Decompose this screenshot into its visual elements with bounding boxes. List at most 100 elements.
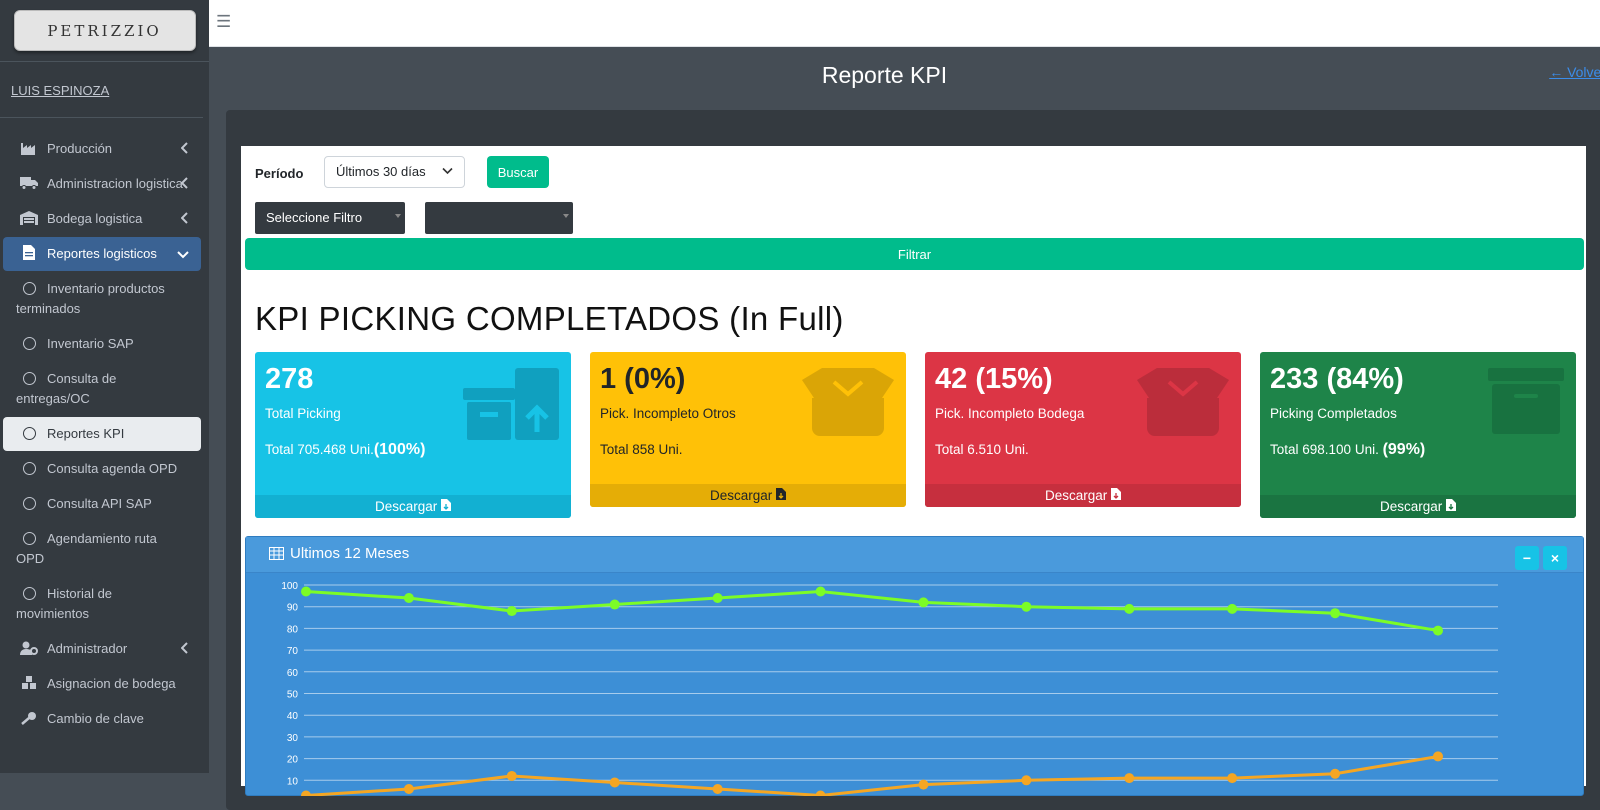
sidebar-item-consulta-entregas[interactable]: Consulta de entregas/OC (16, 371, 117, 406)
download-link[interactable]: Descargar (590, 484, 906, 507)
data-point (712, 783, 723, 794)
circle-icon (19, 459, 39, 479)
data-point (301, 586, 311, 597)
data-point (609, 777, 620, 788)
data-point (712, 593, 723, 604)
data-point (506, 770, 517, 781)
data-point (301, 790, 311, 796)
chart-title: Ultimos 12 Meses (290, 545, 410, 562)
data-point (1433, 751, 1443, 762)
filter-type-select[interactable]: Seleccione Filtro (255, 202, 405, 234)
table-icon (269, 545, 290, 562)
user-name-link[interactable]: LUIS ESPINOZA (11, 83, 110, 98)
caret-down-icon (395, 214, 401, 218)
file-download-icon (776, 488, 787, 503)
period-select[interactable]: Últimos 30 días (324, 156, 465, 188)
filter-button[interactable]: Filtrar (245, 238, 1584, 270)
key-icon (19, 709, 39, 729)
circle-icon (19, 279, 39, 299)
kpi-number: 278 (265, 363, 314, 395)
chevron-down-icon (177, 245, 189, 265)
y-tick-label: 20 (287, 755, 299, 766)
y-tick-label: 70 (287, 646, 299, 657)
data-point (1021, 775, 1032, 786)
data-point (1124, 773, 1135, 784)
archive-box-icon (1488, 368, 1564, 439)
box-upload-icon (463, 368, 559, 447)
collapse-button[interactable]: − (1515, 546, 1539, 570)
kpi-number: 42 (15%) (935, 363, 1053, 395)
download-link[interactable]: Descargar (255, 495, 571, 518)
data-point (1433, 625, 1443, 636)
sidebar-item-administracion-logistica[interactable]: Administracion logistica (3, 167, 201, 201)
search-button[interactable]: Buscar (487, 156, 549, 188)
back-link[interactable]: ← Volver (1549, 64, 1600, 80)
circle-icon (19, 529, 39, 549)
sidebar-item-agendamiento-ruta[interactable]: Agendamiento ruta OPD (16, 529, 157, 566)
sidebar-item-bodega-logistica[interactable]: Bodega logistica (3, 202, 201, 236)
user-cog-icon (19, 639, 39, 659)
sidebar-item-reportes-kpi[interactable]: Reportes KPI (3, 417, 201, 451)
sidebar-nav: Producción Administracion logistica Bode… (0, 118, 209, 736)
data-point (918, 779, 929, 790)
circle-icon (19, 424, 39, 444)
y-tick-label: 60 (287, 668, 299, 679)
chart-header: Ultimos 12 Meses (246, 537, 1583, 573)
sidebar-item-inventario-sap[interactable]: Inventario SAP (3, 327, 201, 361)
file-download-icon (441, 499, 452, 514)
cubes-icon (19, 674, 39, 694)
chevron-left-icon (180, 140, 189, 160)
line-chart: 10 20 30 40 50 60 70 80 90 100 (281, 581, 1498, 796)
download-link[interactable]: Descargar (925, 484, 1241, 507)
y-tick-label: 80 (287, 624, 299, 635)
kpi-number: 233 (84%) (1270, 363, 1404, 395)
kpi-number: 1 (0%) (600, 363, 686, 395)
content-header: Reporte KPI ← Volver (209, 47, 1600, 107)
sidebar-item-produccion[interactable]: Producción (3, 132, 201, 166)
data-point (1330, 768, 1341, 779)
y-tick-label: 30 (287, 733, 299, 744)
kpi-box-incompleto-otros: 1 (0%) Pick. Incompleto Otros Total 858 … (590, 352, 906, 507)
data-point (1124, 603, 1135, 614)
data-point (1330, 608, 1341, 619)
file-download-icon (1446, 499, 1457, 514)
data-point (1021, 601, 1032, 612)
kpi-total: Total 705.468 Uni.(100%) (265, 441, 426, 458)
caret-down-icon (563, 214, 569, 218)
data-point (403, 593, 414, 604)
kpi-card: Período Últimos 30 días Buscar Seleccion… (241, 146, 1586, 796)
y-tick-label: 50 (287, 690, 299, 701)
sidebar-item-consulta-agenda-opd[interactable]: Consulta agenda OPD (3, 452, 201, 486)
sidebar-item-administrador[interactable]: Administrador (3, 632, 201, 666)
brand-logo[interactable]: PETRIZZIO (13, 10, 196, 51)
sidebar-item-cambio-clave[interactable]: Cambio de clave (3, 702, 201, 736)
filter-value-select[interactable] (425, 202, 573, 234)
hamburger-menu-icon[interactable]: ☰ (216, 12, 232, 31)
user-panel: LUIS ESPINOZA (0, 62, 203, 118)
period-label: Período (255, 166, 304, 181)
sidebar-item-inventario-productos[interactable]: Inventario productos terminados (16, 279, 165, 316)
y-tick-label: 100 (281, 581, 298, 592)
kpi-total: Total 858 Uni. (600, 442, 683, 457)
data-point (609, 599, 620, 610)
kpi-title: KPI PICKING COMPLETADOS (In Full) (255, 300, 844, 337)
download-link[interactable]: Descargar (1260, 495, 1576, 518)
kpi-label: Picking Completados (1270, 406, 1397, 421)
data-point (815, 790, 826, 796)
page-title: Reporte KPI (821, 62, 948, 88)
sidebar: PETRIZZIO LUIS ESPINOZA Producción Admin… (0, 0, 209, 773)
sidebar-item-reportes-logisticos[interactable]: Reportes logisticos (3, 237, 201, 271)
y-tick-label: 10 (287, 776, 299, 787)
sidebar-item-historial-movimientos[interactable]: Historial de movimientos (16, 584, 113, 621)
series-line-0 (305, 590, 1439, 633)
kpi-label: Pick. Incompleto Otros (600, 406, 736, 421)
sidebar-item-asignacion-bodega[interactable]: Asignacion de bodega (3, 667, 201, 701)
circle-icon (19, 584, 39, 604)
kpi-label: Pick. Incompleto Bodega (935, 406, 1085, 421)
data-point (1227, 773, 1238, 784)
circle-icon (19, 494, 39, 514)
close-button[interactable]: × (1543, 546, 1567, 570)
data-point (918, 597, 929, 608)
kpi-label: Total Picking (265, 406, 341, 421)
sidebar-item-consulta-api-sap[interactable]: Consulta API SAP (3, 487, 201, 521)
